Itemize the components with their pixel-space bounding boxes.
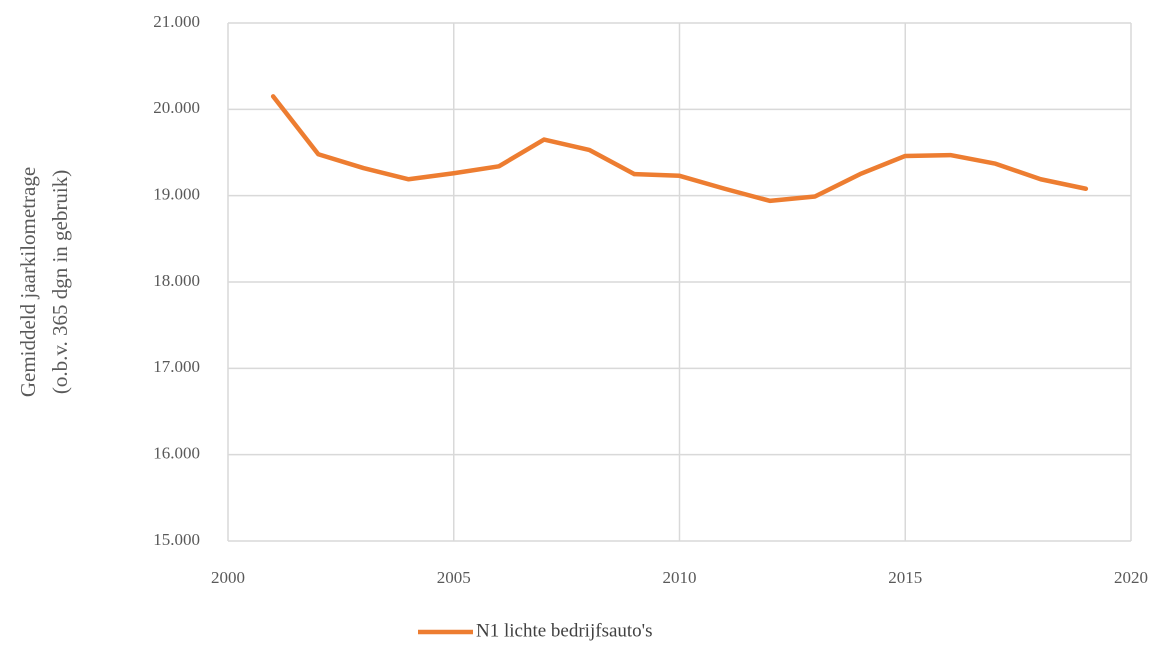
y-tick-label: 17.000	[153, 357, 200, 376]
y-tick-label: 16.000	[153, 444, 200, 463]
x-tick-label: 2010	[663, 568, 697, 587]
y-tick-label: 15.000	[153, 530, 200, 549]
y-tick-label: 19.000	[153, 185, 200, 204]
y-tick-label: 21.000	[153, 12, 200, 31]
y-axis-label: Gemiddeld jaarkilometrage	[16, 167, 40, 397]
y-axis-label: (o.b.v. 365 dgn in gebruik)	[48, 170, 72, 394]
line	[270, 94, 1089, 204]
x-tick-label: 2005	[437, 568, 471, 587]
y-tick-label: 20.000	[153, 98, 200, 117]
x-tick-label: 2015	[888, 568, 922, 587]
legend-label: N1 lichte bedrijfsauto's	[476, 620, 653, 641]
x-tick-label: 2020	[1114, 568, 1148, 587]
y-tick-label: 18.000	[153, 271, 200, 290]
x-tick-label: 2000	[211, 568, 245, 587]
